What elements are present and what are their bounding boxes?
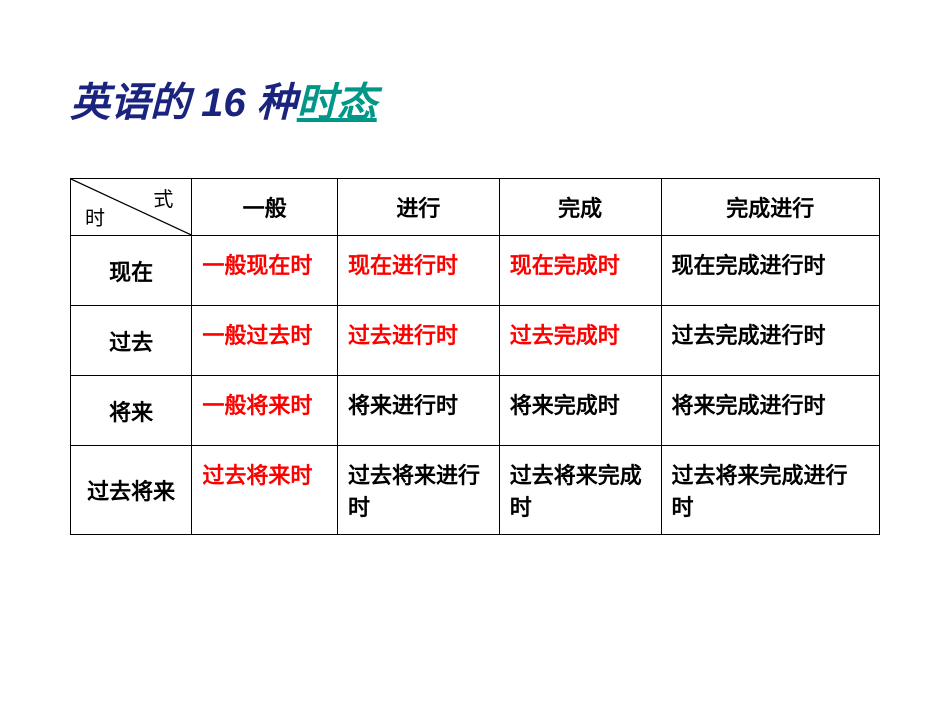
- tense-cell: 现在完成时: [499, 236, 661, 306]
- table-row: 过去一般过去时过去进行时过去完成时过去完成进行时: [71, 306, 880, 376]
- tense-cell: 过去进行时: [337, 306, 499, 376]
- table-row: 将来一般将来时将来进行时将来完成时将来完成进行时: [71, 376, 880, 446]
- tense-cell: 现在完成进行时: [661, 236, 879, 306]
- tense-cell: 将来完成时: [499, 376, 661, 446]
- tense-cell: 过去将来进行时: [337, 446, 499, 535]
- row-header: 现在: [71, 236, 192, 306]
- title-suffix: 时态: [297, 81, 377, 125]
- column-header: 进行: [337, 179, 499, 236]
- diagonal-top-label: 式: [153, 183, 173, 212]
- column-header: 完成进行: [661, 179, 879, 236]
- tense-cell: 过去将来完成时: [499, 446, 661, 535]
- tense-cell: 过去完成时: [499, 306, 661, 376]
- column-header: 一般: [192, 179, 338, 236]
- tense-table: 式 时 一般 进行 完成 完成进行 现在一般现在时现在进行时现在完成时现在完成进…: [70, 178, 880, 535]
- diagonal-bottom-label: 时: [85, 202, 105, 231]
- row-header: 将来: [71, 376, 192, 446]
- row-header: 过去将来: [71, 446, 192, 535]
- table-row: 现在一般现在时现在进行时现在完成时现在完成进行时: [71, 236, 880, 306]
- tense-cell: 一般将来时: [192, 376, 338, 446]
- table-header-row: 式 时 一般 进行 完成 完成进行: [71, 179, 880, 236]
- tense-cell: 一般过去时: [192, 306, 338, 376]
- column-header: 完成: [499, 179, 661, 236]
- tense-cell: 将来完成进行时: [661, 376, 879, 446]
- tense-cell: 过去将来完成进行时: [661, 446, 879, 535]
- tense-cell: 将来进行时: [337, 376, 499, 446]
- tense-cell: 过去将来时: [192, 446, 338, 535]
- row-header: 过去: [71, 306, 192, 376]
- tense-cell: 现在进行时: [337, 236, 499, 306]
- title-prefix: 英语的 16 种: [70, 81, 297, 125]
- page-title: 英语的 16 种时态: [70, 70, 880, 128]
- tense-cell: 过去完成进行时: [661, 306, 879, 376]
- table-row: 过去将来过去将来时过去将来进行时过去将来完成时过去将来完成进行时: [71, 446, 880, 535]
- tense-cell: 一般现在时: [192, 236, 338, 306]
- diagonal-header-cell: 式 时: [71, 179, 192, 236]
